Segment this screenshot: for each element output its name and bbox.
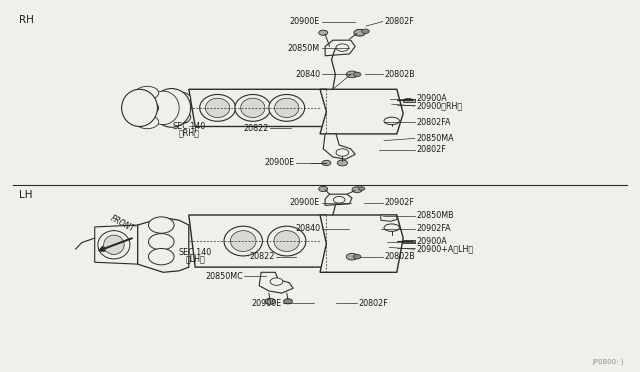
Ellipse shape bbox=[136, 101, 159, 115]
Circle shape bbox=[333, 196, 345, 203]
Polygon shape bbox=[320, 215, 403, 272]
Text: 20900E: 20900E bbox=[264, 158, 294, 167]
Ellipse shape bbox=[275, 98, 299, 118]
Text: SEC.140: SEC.140 bbox=[172, 122, 205, 131]
Text: 20802B: 20802B bbox=[384, 252, 415, 261]
Text: RH: RH bbox=[19, 15, 34, 25]
Polygon shape bbox=[323, 134, 355, 159]
Polygon shape bbox=[189, 89, 333, 126]
Text: 20850MA: 20850MA bbox=[416, 134, 454, 143]
Circle shape bbox=[362, 29, 369, 33]
Text: 20902F: 20902F bbox=[384, 198, 414, 207]
Text: 20822: 20822 bbox=[243, 124, 269, 133]
Polygon shape bbox=[138, 218, 189, 272]
Ellipse shape bbox=[122, 89, 157, 126]
Polygon shape bbox=[95, 225, 138, 264]
Circle shape bbox=[270, 278, 283, 285]
Ellipse shape bbox=[136, 115, 159, 129]
Bar bbox=[403, 99, 415, 102]
Circle shape bbox=[284, 299, 292, 304]
Circle shape bbox=[354, 29, 365, 36]
Text: 20840: 20840 bbox=[295, 224, 320, 233]
Text: 20802F: 20802F bbox=[358, 299, 388, 308]
Text: 20900A: 20900A bbox=[416, 237, 447, 246]
Bar bbox=[403, 240, 415, 243]
Ellipse shape bbox=[235, 94, 271, 121]
Text: 20840: 20840 bbox=[295, 70, 320, 79]
Circle shape bbox=[353, 72, 361, 77]
Polygon shape bbox=[325, 40, 355, 56]
Text: LH: LH bbox=[19, 190, 33, 200]
Ellipse shape bbox=[136, 86, 159, 100]
Text: 20900E: 20900E bbox=[252, 299, 282, 308]
Circle shape bbox=[322, 160, 331, 166]
Circle shape bbox=[319, 30, 328, 35]
Ellipse shape bbox=[148, 234, 174, 250]
Text: （LH）: （LH） bbox=[186, 255, 205, 264]
Text: （RH）: （RH） bbox=[179, 128, 199, 137]
Text: SEC.140: SEC.140 bbox=[179, 248, 212, 257]
Text: 20802F: 20802F bbox=[384, 17, 413, 26]
Text: 20822: 20822 bbox=[250, 252, 275, 261]
Circle shape bbox=[346, 71, 358, 78]
Circle shape bbox=[358, 187, 365, 190]
Ellipse shape bbox=[200, 94, 236, 121]
Circle shape bbox=[319, 186, 328, 192]
Circle shape bbox=[265, 298, 275, 304]
Circle shape bbox=[346, 253, 358, 260]
Polygon shape bbox=[320, 89, 403, 134]
Ellipse shape bbox=[205, 98, 230, 118]
Text: 20900E: 20900E bbox=[290, 17, 320, 26]
Text: 20802F: 20802F bbox=[416, 145, 445, 154]
Text: 20900（RH）: 20900（RH） bbox=[416, 102, 462, 110]
Ellipse shape bbox=[269, 94, 305, 121]
Polygon shape bbox=[259, 272, 293, 293]
Text: JP0800· ): JP0800· ) bbox=[593, 358, 624, 365]
Ellipse shape bbox=[403, 99, 413, 102]
Ellipse shape bbox=[152, 89, 191, 127]
Polygon shape bbox=[381, 215, 397, 221]
Ellipse shape bbox=[168, 101, 191, 115]
Text: 20802B: 20802B bbox=[384, 70, 415, 79]
Ellipse shape bbox=[148, 248, 174, 265]
Circle shape bbox=[336, 149, 349, 156]
Circle shape bbox=[336, 44, 349, 51]
Text: 20850MC: 20850MC bbox=[205, 272, 243, 280]
Ellipse shape bbox=[268, 226, 306, 256]
Ellipse shape bbox=[384, 117, 399, 125]
Text: FRONT: FRONT bbox=[109, 214, 136, 234]
Ellipse shape bbox=[241, 98, 265, 118]
Ellipse shape bbox=[148, 217, 174, 233]
Text: 20850M: 20850M bbox=[288, 44, 320, 53]
Text: 20802FA: 20802FA bbox=[416, 118, 451, 126]
Ellipse shape bbox=[274, 231, 300, 251]
Polygon shape bbox=[325, 194, 352, 205]
Ellipse shape bbox=[384, 224, 399, 231]
Text: 20902FA: 20902FA bbox=[416, 224, 451, 233]
Text: 20900+A（LH）: 20900+A（LH） bbox=[416, 245, 473, 254]
Ellipse shape bbox=[168, 110, 191, 124]
Ellipse shape bbox=[98, 231, 130, 259]
Ellipse shape bbox=[104, 235, 124, 254]
Text: 20850MB: 20850MB bbox=[416, 211, 454, 220]
Text: 20900A: 20900A bbox=[416, 94, 447, 103]
Circle shape bbox=[337, 160, 348, 166]
Text: 20900E: 20900E bbox=[290, 198, 320, 207]
Ellipse shape bbox=[147, 91, 179, 125]
Circle shape bbox=[353, 254, 361, 259]
Ellipse shape bbox=[168, 92, 191, 105]
Circle shape bbox=[352, 187, 362, 193]
Ellipse shape bbox=[224, 226, 262, 256]
Polygon shape bbox=[189, 215, 333, 267]
Ellipse shape bbox=[230, 231, 256, 251]
